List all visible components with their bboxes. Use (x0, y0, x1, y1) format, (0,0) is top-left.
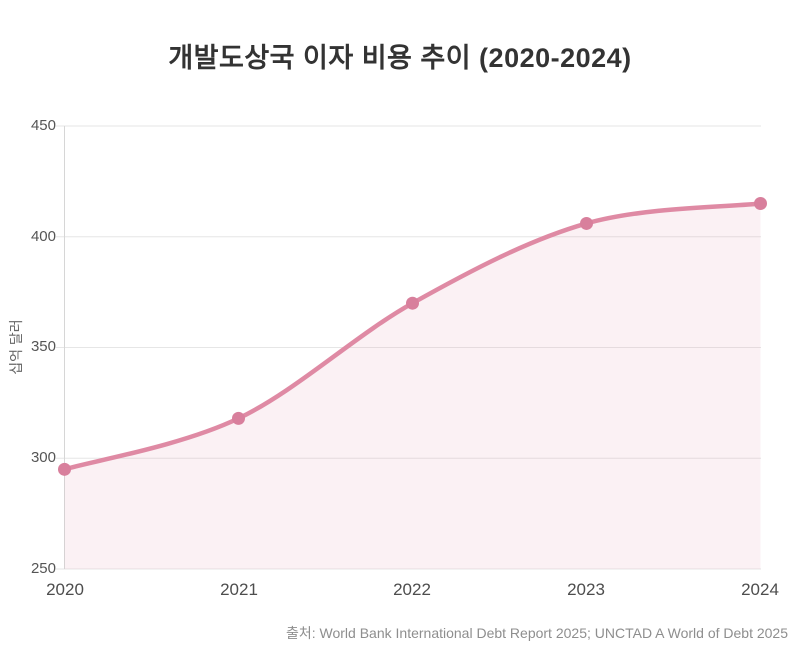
area-fill (64, 203, 761, 569)
data-point-2020 (58, 462, 71, 476)
x-tick-2023: 2023 (567, 580, 605, 599)
chart-title: 개발도상국 이자 비용 추이 (2020-2024) (168, 43, 632, 73)
data-point-2022 (406, 296, 419, 310)
y-tick-300: 300 (30, 449, 56, 466)
x-tick-2022: 2022 (393, 580, 431, 599)
x-tick-2020: 2020 (46, 580, 84, 599)
x-tick-2024: 2024 (741, 580, 779, 599)
source-attribution: 출처: World Bank International Debt Report… (285, 625, 788, 641)
y-tick-350: 350 (30, 338, 56, 355)
y-tick-250: 250 (30, 560, 56, 577)
data-point-2021 (232, 411, 245, 425)
y-tick-400: 400 (30, 228, 56, 245)
data-point-2024 (754, 197, 767, 211)
y-tick-450: 450 (30, 117, 56, 134)
y-axis-title: 십억 달러 (8, 319, 24, 375)
data-point-2023 (580, 216, 593, 230)
x-tick-2021: 2021 (220, 580, 258, 599)
